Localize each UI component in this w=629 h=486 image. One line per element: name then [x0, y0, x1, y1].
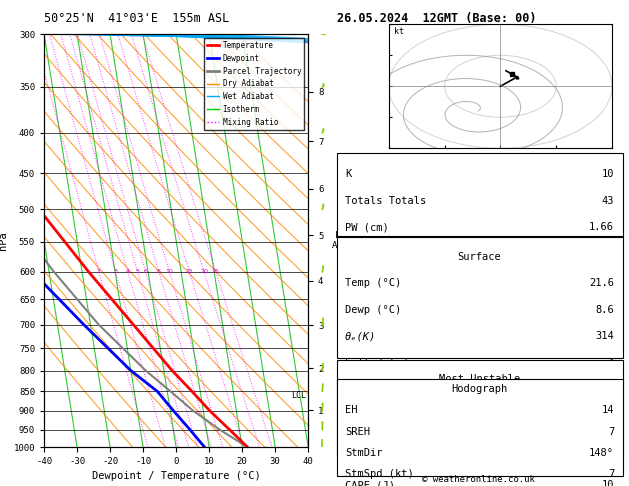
Text: Surface: Surface [458, 252, 501, 261]
Text: Totals Totals: Totals Totals [345, 196, 426, 206]
Bar [337, 153, 623, 236]
Text: CAPE (J): CAPE (J) [345, 384, 395, 394]
Y-axis label: km
ASL: km ASL [332, 231, 348, 250]
Text: 4: 4 [608, 358, 614, 368]
Text: Hodograph: Hodograph [452, 384, 508, 394]
Text: 8.6: 8.6 [596, 305, 614, 314]
Text: 43: 43 [601, 196, 614, 206]
Text: 26.05.2024  12GMT (Base: 00): 26.05.2024 12GMT (Base: 00) [337, 12, 536, 25]
Text: 148°: 148° [589, 448, 614, 458]
Text: 6: 6 [143, 269, 148, 275]
Text: 10: 10 [165, 269, 173, 275]
Text: 50°25'N  41°03'E  155m ASL: 50°25'N 41°03'E 155m ASL [44, 12, 230, 25]
Text: kt: kt [394, 27, 404, 36]
Text: 314: 314 [596, 428, 614, 437]
Text: Most Unstable: Most Unstable [439, 375, 520, 384]
Text: 10: 10 [601, 384, 614, 394]
Text: 21.6: 21.6 [589, 278, 614, 288]
Text: 14: 14 [601, 405, 614, 416]
Text: Lifted Index: Lifted Index [345, 358, 420, 368]
Text: θₑ (K): θₑ (K) [345, 428, 382, 437]
Text: 5: 5 [135, 269, 140, 275]
Text: 15: 15 [186, 269, 193, 275]
Text: 20: 20 [200, 269, 208, 275]
Text: 0: 0 [608, 411, 614, 421]
Text: 10: 10 [601, 481, 614, 486]
Text: Lifted Index: Lifted Index [345, 454, 420, 464]
Text: 314: 314 [596, 331, 614, 341]
Text: 4: 4 [126, 269, 130, 275]
Text: StmSpd (kt): StmSpd (kt) [345, 469, 414, 480]
Text: CAPE (J): CAPE (J) [345, 481, 395, 486]
Text: EH: EH [345, 405, 358, 416]
Text: 7: 7 [608, 469, 614, 480]
Text: Pressure (mb): Pressure (mb) [345, 401, 426, 411]
Y-axis label: hPa: hPa [0, 231, 8, 250]
Text: 3: 3 [113, 269, 118, 275]
Text: Dewp (°C): Dewp (°C) [345, 305, 401, 314]
Text: 8: 8 [157, 269, 161, 275]
Text: 2: 2 [97, 269, 101, 275]
Text: K: K [345, 169, 352, 179]
Bar [337, 237, 623, 358]
Text: StmDir: StmDir [345, 448, 382, 458]
Text: 7: 7 [608, 427, 614, 437]
Text: SREH: SREH [345, 427, 370, 437]
Text: Temp (°C): Temp (°C) [345, 278, 401, 288]
Text: © weatheronline.co.uk: © weatheronline.co.uk [421, 474, 535, 484]
Bar [337, 360, 623, 455]
Text: LCL: LCL [292, 391, 306, 400]
Text: PW (cm): PW (cm) [345, 222, 389, 232]
Text: 10: 10 [601, 169, 614, 179]
Legend: Temperature, Dewpoint, Parcel Trajectory, Dry Adiabat, Wet Adiabat, Isotherm, Mi: Temperature, Dewpoint, Parcel Trajectory… [204, 38, 304, 130]
Text: 1.66: 1.66 [589, 222, 614, 232]
Text: 25: 25 [212, 269, 220, 275]
X-axis label: Dewpoint / Temperature (°C): Dewpoint / Temperature (°C) [92, 471, 260, 482]
Text: 4: 4 [608, 454, 614, 464]
Text: 1006: 1006 [589, 401, 614, 411]
Text: θₑ(K): θₑ(K) [345, 331, 376, 341]
Text: CIN (J): CIN (J) [345, 411, 389, 421]
